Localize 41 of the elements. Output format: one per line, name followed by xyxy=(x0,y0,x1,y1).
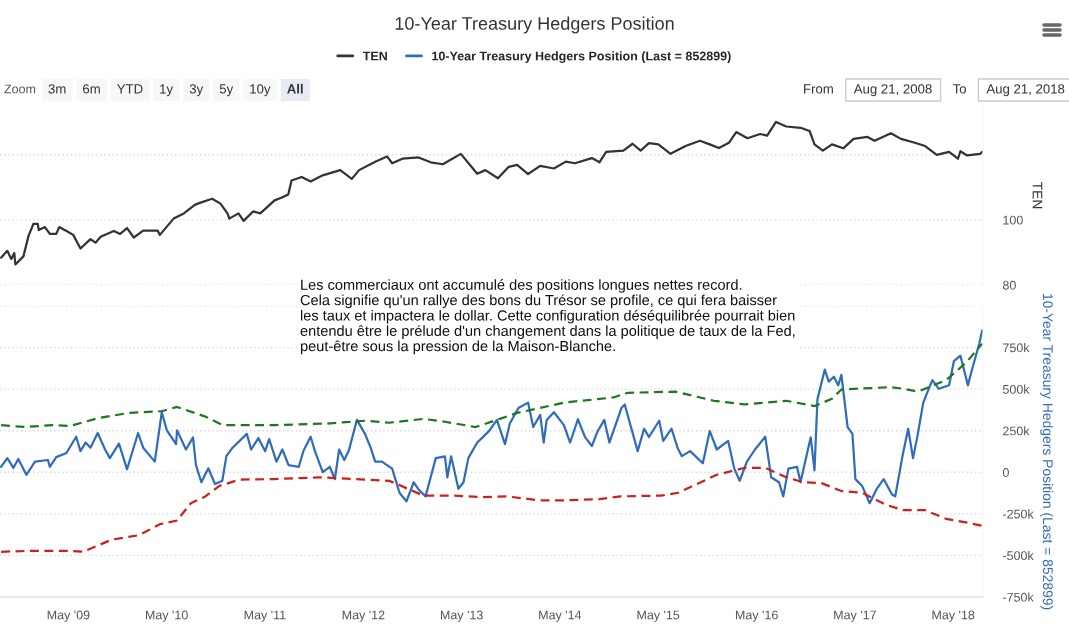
text: Zoom xyxy=(4,84,36,94)
text: YTD xyxy=(117,84,143,94)
text: 10y xyxy=(250,84,271,97)
x-tick-label: May '18 xyxy=(932,610,975,622)
y-axis-title: 10-Year Treasury Hedgers Position (Last = 852899) xyxy=(1040,293,1054,610)
y-axis-title: TEN xyxy=(1032,181,1043,209)
annotation: Les commerciaux ont accumulé des positions longues nettes record. Cela signifie qu'un rallye des bons du Trésor se profile, ce qui fera baisser les taux et impactera le dollar. Cette configuration déséquilibrée pourrait bien entendu être le prélude d'un changement dans la politique de taux de la Fed, peut-être sous la pression de la Maison-Blanche. xyxy=(300,279,795,355)
text: Aug 21, 2008 xyxy=(853,84,932,97)
y-tick-label: 500k xyxy=(1002,384,1030,394)
x-tick-label: May '13 xyxy=(440,610,483,622)
text: 6m xyxy=(83,84,100,94)
x-tick-label: May '11 xyxy=(244,610,286,622)
x-tick-label: May '14 xyxy=(539,610,582,622)
y-tick-label: -250k xyxy=(1003,509,1034,519)
y-tick-label: -750k xyxy=(1003,592,1034,602)
text: 5y xyxy=(219,84,234,97)
x-tick-label: May '15 xyxy=(637,610,680,622)
text: From xyxy=(804,84,833,94)
text: 3m xyxy=(48,84,66,94)
text: Aug 21, 2018 xyxy=(986,84,1065,97)
y-tick-label: 100 xyxy=(1003,215,1023,225)
x-tick-label: May '09 xyxy=(47,610,90,622)
x-tick-label: May '12 xyxy=(342,610,385,622)
chart-title: 10-Year Treasury Hedgers Position xyxy=(395,16,674,34)
x-tick-label: May '10 xyxy=(145,610,188,622)
line-series xyxy=(0,466,983,553)
y-tick-label: 250k xyxy=(1003,426,1030,436)
text: 3y xyxy=(189,84,204,97)
text: To xyxy=(952,84,966,94)
legend-label: 10-Year Treasury Hedgers Position (Last = 852899) xyxy=(432,51,731,63)
line-series xyxy=(0,120,983,266)
y-tick-label: 0 xyxy=(1002,468,1009,477)
legend-label: TEN xyxy=(362,51,387,61)
text: 1y xyxy=(160,84,174,97)
y-tick-label: -500k xyxy=(1003,550,1034,561)
text: All xyxy=(287,83,303,94)
y-tick-label: 80 xyxy=(1002,280,1016,290)
x-tick-label: May '17 xyxy=(834,610,876,622)
line-series xyxy=(0,342,983,429)
x-tick-label: May '16 xyxy=(735,610,778,622)
y-tick-label: 750k xyxy=(1003,343,1030,353)
